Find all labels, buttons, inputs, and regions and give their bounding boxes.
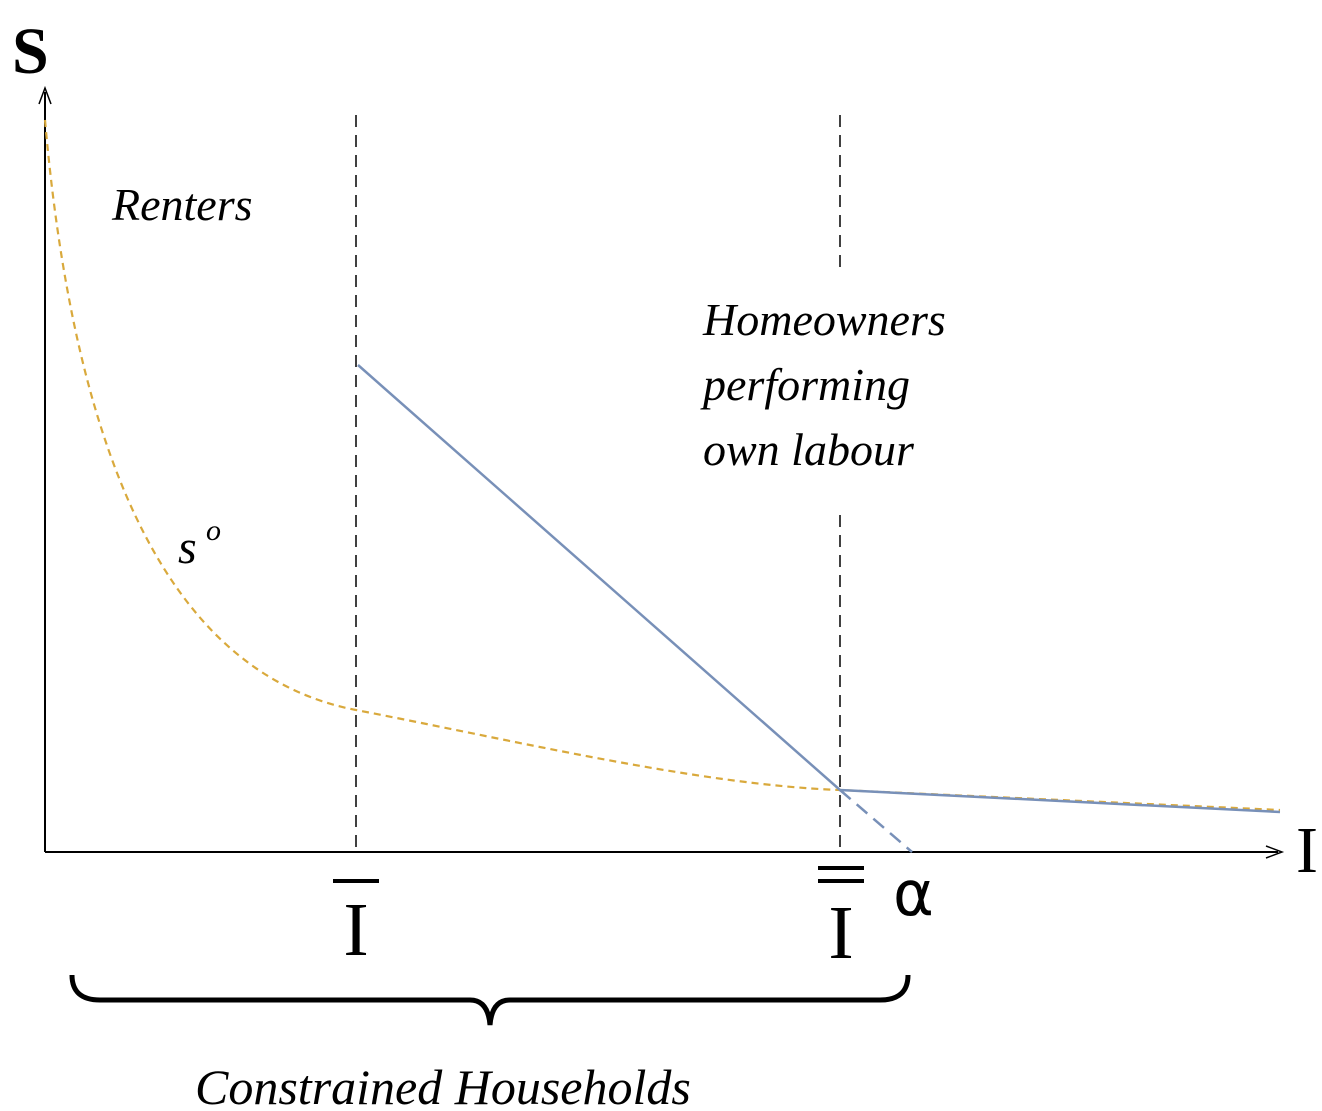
region-label: Renters [111,179,253,230]
brace-label: Constrained Households [195,1059,691,1111]
marker-label: I [828,891,853,975]
region-label: performing [700,359,910,410]
brace [69,974,911,1026]
curve-label: s [178,521,197,574]
y-arrow [38,85,52,105]
marker-label: I [343,888,368,972]
curve-label-superscript: o [206,514,221,547]
x-axis-label: I [1296,814,1318,887]
region-label: Homeowners [702,294,946,345]
y-axis-label: S [12,15,49,88]
extension-line [839,789,913,853]
region-label: own labour [703,424,915,475]
x-arrow [1265,845,1285,859]
renter-curve [43,119,1281,812]
marker-label: α [893,857,934,930]
